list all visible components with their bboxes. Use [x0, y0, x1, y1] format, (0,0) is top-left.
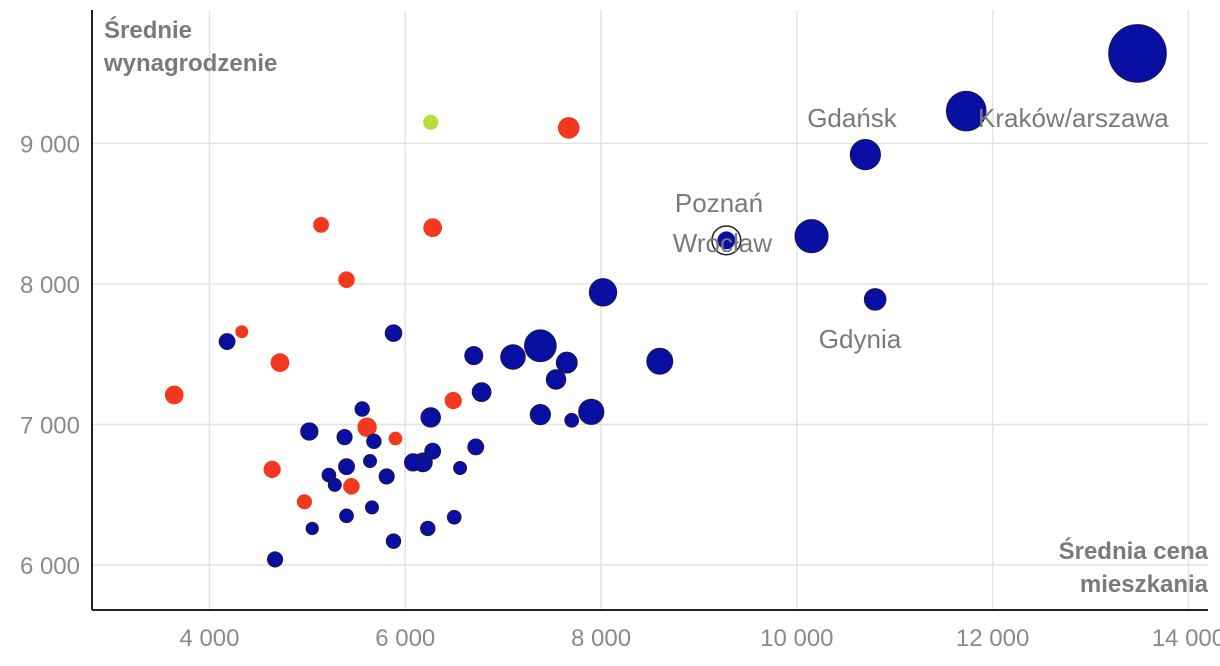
point-city [464, 346, 484, 366]
point-red [263, 460, 281, 479]
x-tick-label: 4 000 [179, 625, 239, 652]
point-city [364, 500, 379, 515]
point-city [366, 433, 382, 450]
point-city [300, 422, 319, 441]
point-red [235, 325, 249, 339]
point-city [385, 533, 402, 549]
point-red [557, 117, 580, 139]
point-red [270, 353, 290, 372]
point-city [564, 412, 580, 428]
point-city [354, 401, 370, 417]
point-city [403, 453, 423, 472]
point-red [388, 431, 403, 446]
y-tick-label: 8 000 [20, 272, 80, 299]
point-city [578, 398, 605, 425]
point-red [343, 478, 360, 495]
point-red [357, 417, 377, 438]
y-axis-title-line-1: Średnie [104, 16, 192, 44]
y-tick-label: 6 000 [20, 553, 80, 580]
y-tick-label: 7 000 [20, 412, 80, 439]
point-green [423, 114, 439, 130]
data-points [164, 24, 1167, 568]
grid [92, 10, 1208, 610]
point-red [338, 271, 355, 288]
point-city [384, 324, 403, 342]
city-label-gdynia: Gdynia [819, 324, 902, 354]
point-city [336, 429, 353, 446]
point-red [423, 218, 443, 238]
x-tick-label: 6 000 [375, 625, 435, 652]
city-label-krakow-warszawa: Kraków/arszawa [978, 103, 1169, 133]
point-city [363, 454, 378, 468]
point-city [471, 382, 492, 403]
point-city [588, 278, 618, 307]
x-tick-label: 14 000 [1152, 625, 1220, 652]
point-city [420, 520, 436, 537]
point-city [646, 347, 674, 375]
point-city [338, 458, 355, 476]
point-red [164, 385, 184, 405]
point-city [524, 329, 557, 363]
y-axis-title-line-2: wynagrodzenie [103, 50, 277, 77]
point-city [327, 477, 342, 492]
point-city [467, 438, 485, 456]
point-city [267, 551, 284, 568]
point-city [555, 351, 578, 374]
point-city [218, 333, 236, 350]
point-city [305, 521, 319, 536]
point-city [424, 442, 442, 460]
point-city [339, 508, 354, 524]
point-wrocaw [794, 219, 829, 254]
axes: 4 000 6 000 8 000 10 000 12 000 14 000 6 000 7 … [20, 10, 1220, 652]
x-tick-label: 12 000 [956, 625, 1029, 652]
city-label-wroclaw: Wrocław [673, 228, 772, 258]
city-label-poznan: Poznań [675, 188, 763, 218]
x-tick-label: 10 000 [760, 625, 833, 652]
y-tick-label: 9 000 [20, 131, 80, 158]
point-red [313, 216, 329, 233]
point-pozna-inner [717, 231, 736, 250]
x-axis-title-line-2: mieszkania [1080, 571, 1209, 598]
point-krakw [945, 90, 987, 132]
point-city [500, 344, 526, 370]
point-city [545, 369, 567, 390]
point-city [420, 407, 441, 428]
point-city [453, 461, 468, 476]
point-city [529, 404, 551, 426]
point-city [378, 468, 395, 485]
city-label-gdansk: Gdańsk [807, 103, 898, 133]
point-red [296, 494, 312, 510]
point-gdynia [863, 288, 887, 311]
point-gdask [849, 138, 881, 171]
point-city [1108, 24, 1167, 83]
point-red [444, 391, 462, 410]
x-tick-label: 8 000 [571, 625, 631, 652]
point-city [446, 509, 462, 525]
x-axis-title-line-1: Średnia cena [1059, 537, 1209, 565]
